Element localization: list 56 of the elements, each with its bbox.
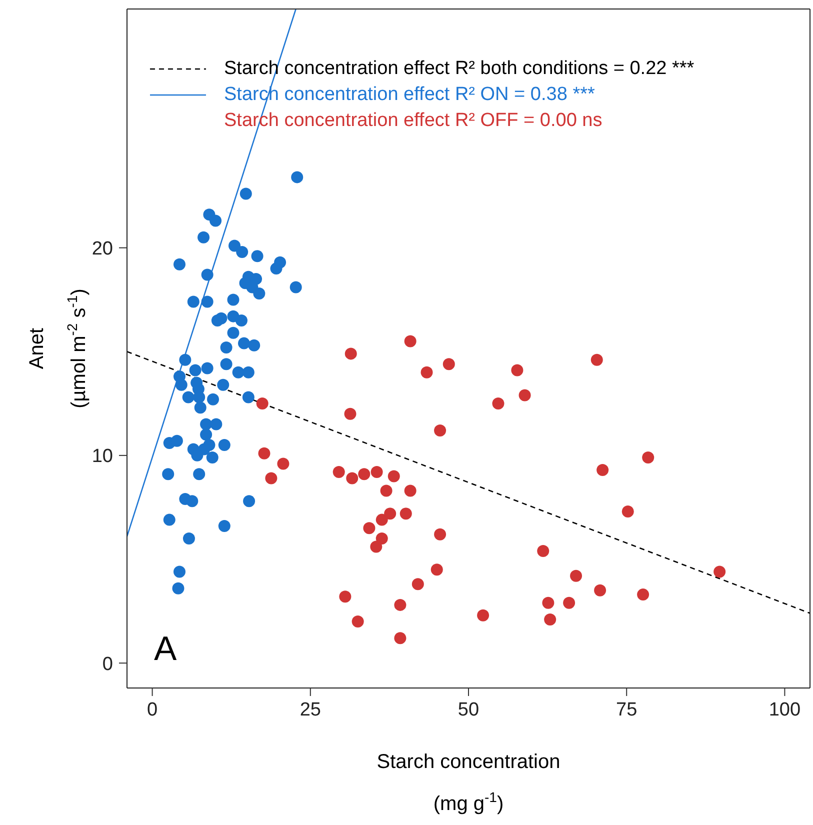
point <box>352 616 364 628</box>
x-tick-label: 0 <box>147 699 158 720</box>
point <box>596 464 609 476</box>
point <box>594 584 606 596</box>
y-tick-label: 20 <box>92 238 113 260</box>
point <box>358 468 370 480</box>
annotation: A <box>154 630 177 669</box>
point <box>404 335 416 348</box>
x-axis-title: Starch concentration (mg g$^{-1}$) <box>376 751 560 815</box>
point <box>404 484 416 497</box>
point <box>492 398 504 410</box>
x-tick-label: 75 <box>616 699 638 720</box>
point <box>277 458 290 470</box>
y-tick-label: 0 <box>102 654 113 675</box>
point <box>622 506 634 518</box>
point <box>376 514 388 526</box>
point <box>570 570 582 582</box>
point <box>434 528 446 540</box>
point <box>376 532 388 544</box>
point <box>394 598 406 611</box>
point <box>542 596 554 609</box>
point <box>380 484 392 497</box>
point <box>384 508 396 520</box>
x-tick-label: 25 <box>300 699 321 720</box>
point <box>394 632 406 644</box>
point <box>590 354 603 366</box>
point <box>370 540 382 553</box>
point <box>412 578 424 590</box>
point <box>388 470 400 482</box>
point <box>563 596 576 609</box>
point <box>430 564 443 576</box>
point <box>339 590 352 603</box>
x-tick-label: 50 <box>458 699 480 720</box>
point <box>714 566 726 578</box>
y-tick-label: 10 <box>92 446 113 468</box>
point <box>442 358 455 370</box>
point <box>511 364 524 376</box>
point <box>434 424 446 437</box>
point <box>363 522 376 534</box>
point <box>346 472 358 484</box>
point <box>344 408 356 420</box>
point <box>544 613 556 626</box>
point <box>400 508 412 520</box>
point <box>332 466 345 478</box>
x-tick-label: 100 <box>768 699 801 720</box>
point <box>420 366 433 378</box>
point <box>642 452 654 464</box>
point <box>344 348 357 360</box>
point <box>518 389 531 402</box>
point <box>258 447 270 460</box>
point <box>265 472 278 484</box>
point <box>256 398 268 410</box>
point <box>477 609 490 622</box>
point <box>637 588 650 601</box>
point <box>537 544 550 557</box>
point <box>370 466 383 478</box>
